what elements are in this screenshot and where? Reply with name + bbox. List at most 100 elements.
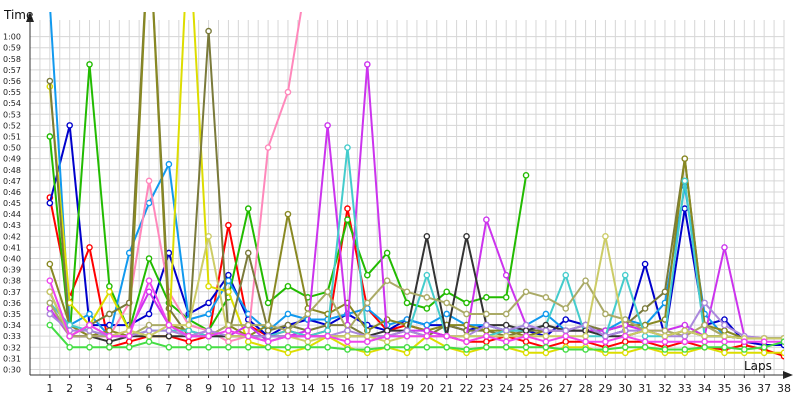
x-tick-label: 3 — [86, 382, 93, 395]
data-point — [522, 332, 530, 340]
data-point — [661, 338, 669, 346]
x-tick-label: 18 — [380, 382, 394, 395]
data-point — [205, 327, 212, 334]
data-point — [225, 271, 232, 279]
data-point — [145, 288, 153, 296]
data-point — [741, 338, 748, 346]
data-point — [582, 332, 589, 340]
y-tick-label: 0:58 — [3, 55, 21, 64]
y-tick-label: 0:30 — [3, 365, 21, 374]
x-tick-label: 1 — [46, 382, 53, 395]
data-point — [244, 343, 252, 351]
data-point — [423, 321, 431, 329]
data-point — [344, 346, 351, 353]
data-point — [681, 346, 689, 353]
data-point — [284, 282, 292, 290]
data-point — [641, 343, 649, 351]
data-point — [106, 282, 113, 290]
data-point — [423, 233, 431, 240]
data-point — [483, 343, 490, 351]
data-point — [721, 244, 728, 251]
y-tick-label: 0:36 — [3, 299, 21, 308]
data-point — [483, 321, 490, 329]
data-point — [86, 343, 93, 351]
x-tick-label: 37 — [757, 382, 771, 395]
data-point — [423, 305, 431, 312]
data-point — [542, 321, 550, 329]
data-point — [225, 343, 232, 351]
data-point — [304, 343, 312, 351]
data-point — [641, 321, 649, 329]
data-point — [165, 321, 173, 329]
y-tick-label: 0:39 — [3, 266, 21, 275]
data-point — [602, 346, 609, 353]
data-point — [463, 299, 470, 307]
data-point — [106, 338, 113, 346]
data-point — [641, 332, 649, 340]
y-tick-label: 0:53 — [3, 110, 21, 119]
y-tick-label: 0:38 — [3, 277, 21, 286]
x-tick-label: 4 — [106, 382, 113, 395]
data-point — [383, 249, 391, 257]
data-point — [324, 122, 331, 129]
data-point — [403, 288, 411, 296]
data-point — [721, 332, 728, 340]
data-point — [165, 332, 173, 340]
data-point — [225, 327, 232, 334]
x-tick-label: 10 — [221, 382, 235, 395]
x-tick-label: 33 — [678, 382, 692, 395]
data-point — [483, 338, 490, 346]
data-point — [502, 343, 510, 351]
data-point — [582, 346, 589, 353]
data-point — [463, 338, 470, 346]
data-point — [364, 271, 371, 279]
data-point — [284, 327, 292, 334]
data-point — [66, 321, 73, 329]
x-tick-label: 9 — [205, 382, 212, 395]
data-point — [106, 332, 113, 340]
data-point — [403, 327, 411, 334]
data-point — [502, 321, 510, 329]
data-point — [542, 310, 550, 318]
data-point — [205, 332, 212, 340]
data-point — [383, 343, 391, 351]
data-point — [364, 346, 371, 353]
data-point — [46, 260, 54, 268]
data-point — [383, 338, 391, 346]
data-point — [145, 177, 153, 185]
data-point — [205, 343, 212, 351]
data-point — [562, 305, 570, 312]
data-point — [205, 299, 212, 307]
data-point — [701, 343, 708, 351]
data-point — [86, 61, 93, 68]
data-point — [205, 27, 212, 35]
data-point — [304, 310, 312, 318]
data-point — [165, 160, 173, 168]
data-point — [542, 338, 550, 346]
x-tick-label: 16 — [340, 382, 354, 395]
data-point — [185, 321, 193, 329]
y-tick-label: 0:52 — [3, 121, 21, 130]
data-point — [542, 327, 550, 334]
x-axis-arrow-icon — [783, 371, 793, 379]
data-point — [542, 294, 550, 301]
data-point — [701, 338, 708, 346]
data-point — [562, 338, 570, 346]
data-point — [185, 332, 193, 340]
data-point — [443, 299, 450, 307]
data-point — [760, 338, 768, 346]
data-point — [264, 338, 272, 346]
data-point — [562, 271, 570, 279]
data-point — [483, 294, 490, 301]
series-group — [46, 12, 784, 360]
data-point — [661, 332, 669, 340]
x-tick-label: 26 — [539, 382, 553, 395]
data-point — [542, 332, 550, 340]
data-point — [205, 282, 212, 290]
data-point — [502, 271, 510, 279]
data-point — [681, 205, 689, 212]
data-point — [383, 332, 391, 340]
y-tick-label: 0:37 — [3, 288, 21, 297]
data-point — [225, 277, 232, 285]
x-tick-label: 36 — [737, 382, 751, 395]
